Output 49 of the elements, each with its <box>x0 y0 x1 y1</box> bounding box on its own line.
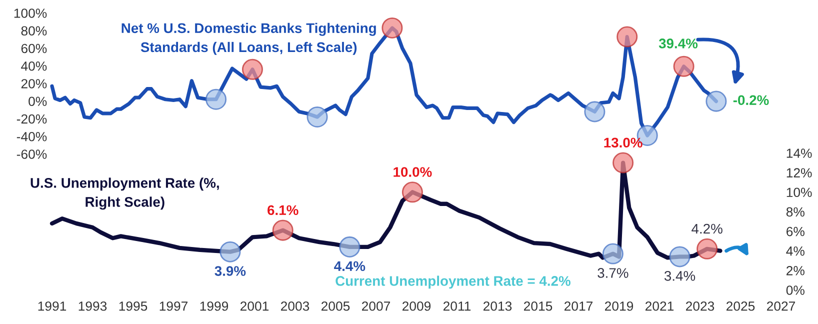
x-tick-label: 2025 <box>726 301 755 311</box>
y2-tick-label: 2% <box>786 266 804 276</box>
x-tick-label: 2003 <box>280 301 310 311</box>
y-tick-label: 0% <box>28 96 47 106</box>
x-tick-label: 2023 <box>686 301 714 311</box>
y-tick-label: 20% <box>21 79 47 88</box>
x-tick-label: 2007 <box>362 301 390 311</box>
y2-tick-label: 6% <box>786 226 804 236</box>
y-tick-label: 60% <box>21 44 47 54</box>
x-tick-label: 2027 <box>766 301 796 311</box>
x-tick-label: 2009 <box>402 301 431 311</box>
x-tick-label: 2001 <box>240 301 269 311</box>
data-label: 3.4% <box>664 270 696 281</box>
x-tick-label: 1995 <box>119 301 148 311</box>
x-tick-label: 1991 <box>38 301 66 311</box>
y2-tick-label: 10% <box>786 188 812 198</box>
x-tick-label: 2015 <box>524 301 552 311</box>
y-tick-label: -40% <box>16 132 47 142</box>
x-tick-label: 2013 <box>483 301 512 311</box>
y2-tick-label: 4% <box>786 246 804 256</box>
x-tick-label: 2019 <box>604 301 634 311</box>
y-tick-label: -20% <box>16 114 47 124</box>
y2-tick-label: 0% <box>786 286 804 295</box>
x-tick-label: 1999 <box>200 301 228 311</box>
x-tick-label: 1993 <box>78 301 107 311</box>
y-tick-label: 100% <box>14 8 47 18</box>
x-tick-label: 2021 <box>645 301 674 311</box>
data-label: 4.4% <box>334 261 366 272</box>
x-tick-label: 2017 <box>564 301 593 311</box>
series-label: Net % U.S. Domestic Banks Tightening Standards (All Loans, Left Scale) <box>122 22 376 55</box>
x-tick-label: 1997 <box>160 301 188 311</box>
y2-tick-label: 8% <box>786 207 804 217</box>
annotation: Current Unemployment Rate = 4.2% <box>336 276 570 289</box>
data-label: 3.9% <box>214 266 246 276</box>
y-tick-label: 40% <box>21 61 47 71</box>
y-tick-label: 80% <box>21 26 47 36</box>
series-label: U.S. Unemployment Rate (%, Right Scale) <box>30 178 219 210</box>
y2-tick-label: 14% <box>786 148 812 158</box>
data-label: -0.2% <box>733 95 769 106</box>
x-tick-label: 2011 <box>443 301 471 311</box>
data-label: 13.0% <box>604 138 642 148</box>
x-tick-label: 2005 <box>321 301 350 311</box>
y2-tick-label: 12% <box>786 168 812 178</box>
data-label: 3.7% <box>598 268 628 278</box>
data-label: 6.1% <box>268 205 298 216</box>
data-label: 4.2% <box>692 224 722 234</box>
data-label: 39.4% <box>658 38 698 48</box>
data-label: 10.0% <box>394 167 432 177</box>
y-tick-label: -60% <box>16 150 47 159</box>
